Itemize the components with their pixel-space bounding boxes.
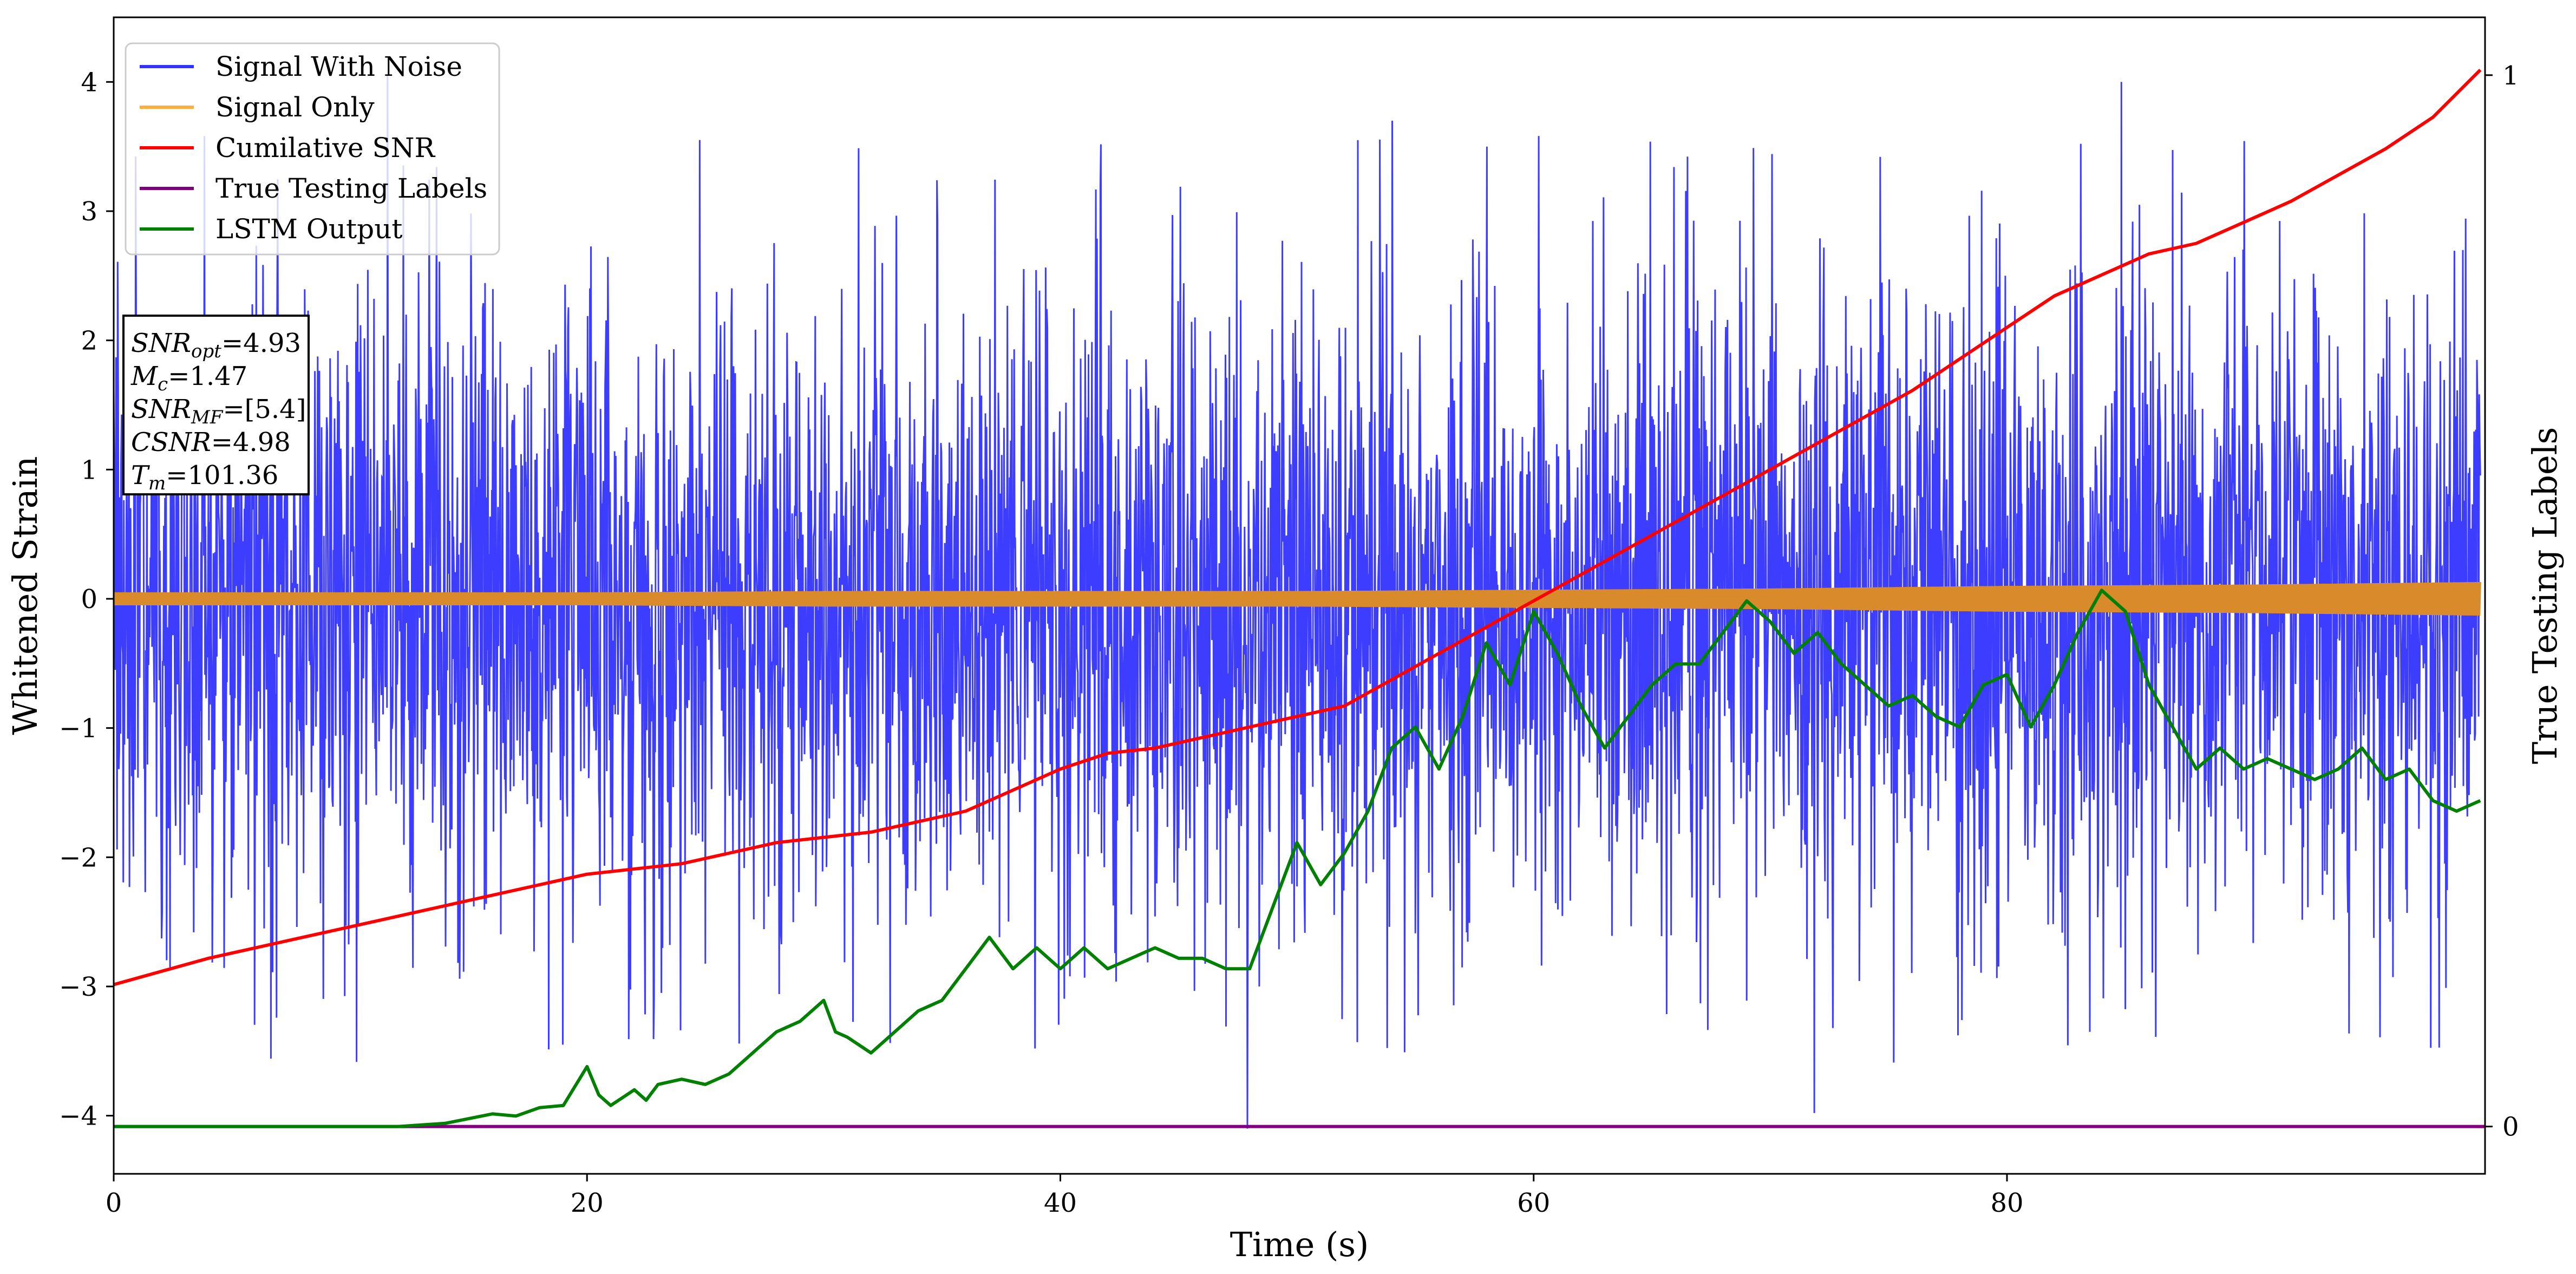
annotation-line: Mc=1.47 <box>130 361 247 395</box>
y-left-tick-label: −1 <box>59 714 97 744</box>
x-tick-label: 60 <box>1517 1188 1550 1218</box>
series-cumulative-snr <box>114 68 2482 986</box>
y-right-tick-label: 0 <box>2502 1112 2519 1142</box>
annotation-box: SNRopt=4.93Mc=1.47SNRMF=[5.4]CSNR=4.98Tm… <box>122 315 310 495</box>
annotation-line: SNRopt=4.93 <box>131 328 301 362</box>
plot-frame <box>113 16 2486 1175</box>
legend-label: Cumilative SNR <box>215 132 435 164</box>
y-left-tick-label: 3 <box>81 197 97 227</box>
y-left-tick-label: −2 <box>59 842 97 873</box>
annotation-line: SNRMF=[5.4] <box>131 394 306 428</box>
legend-label: Signal Only <box>215 92 375 123</box>
y-left-tick-label: 2 <box>81 326 97 356</box>
y-right-tick-label: 1 <box>2502 61 2519 91</box>
x-tick-label: 0 <box>106 1188 122 1218</box>
series-signal-with-noise <box>114 75 2481 1129</box>
legend-frame <box>125 42 500 256</box>
legend-label: Signal With Noise <box>215 51 462 82</box>
series-layer <box>114 68 2485 1129</box>
y-left-tick-label: 0 <box>81 584 97 615</box>
annotation-line: CSNR=4.98 <box>131 427 291 458</box>
y-left-tick-label: −4 <box>59 1101 97 1132</box>
legend: Signal With Noise Signal Only Cumilative S… <box>125 42 500 256</box>
x-tick-label: 40 <box>1044 1188 1077 1218</box>
x-axis-label: Time (s) <box>1230 1225 1369 1264</box>
y-left-tick-label: 4 <box>81 67 97 97</box>
series-lstm-output <box>114 589 2481 1128</box>
legend-label: LSTM Output <box>215 213 402 245</box>
y-left-tick-label: 1 <box>81 455 97 485</box>
legend-label: True Testing Labels <box>215 173 487 204</box>
y-left-tick-label: −3 <box>59 972 97 1002</box>
annotation-line: Tm=101.36 <box>131 460 278 494</box>
y-axis-label-right: True Testing Labels <box>2525 427 2565 765</box>
x-tick-label: 20 <box>571 1188 604 1218</box>
x-tick-label: 80 <box>1990 1188 2023 1218</box>
y-axis-label-left: Whitened Strain <box>5 456 45 735</box>
annotation-frame <box>122 315 310 495</box>
series-signal-only <box>114 582 2481 616</box>
